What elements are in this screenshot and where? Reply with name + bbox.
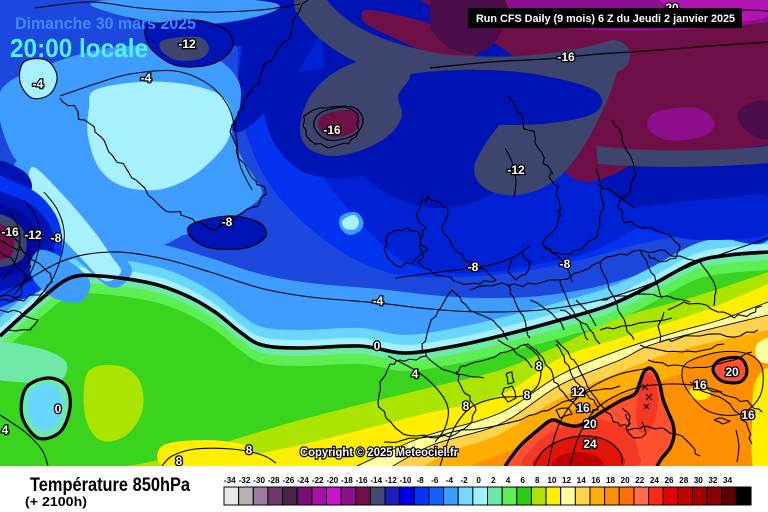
svg-text:0: 0 — [55, 402, 62, 416]
svg-text:-6: -6 — [431, 476, 439, 485]
svg-text:20: 20 — [725, 365, 739, 379]
svg-text:28: 28 — [679, 476, 689, 485]
svg-text:-4: -4 — [446, 476, 454, 485]
svg-text:32: 32 — [708, 476, 718, 485]
svg-text:14: 14 — [577, 476, 587, 485]
svg-text:18: 18 — [606, 476, 616, 485]
svg-text:-16: -16 — [356, 476, 368, 485]
svg-text:-20: -20 — [326, 476, 338, 485]
svg-text:-30: -30 — [253, 476, 265, 485]
svg-text:-22: -22 — [312, 476, 324, 485]
svg-text:24: 24 — [583, 437, 597, 451]
svg-text:-4: -4 — [373, 294, 384, 308]
svg-text:-2: -2 — [460, 476, 468, 485]
svg-text:20: 20 — [583, 417, 597, 431]
svg-text:6: 6 — [520, 476, 525, 485]
svg-text:-16: -16 — [1, 225, 19, 239]
svg-text:Run CFS Daily (9 mois) 6 Z du: Run CFS Daily (9 mois) 6 Z du Jeudi 2 ja… — [476, 13, 735, 25]
svg-text:-12: -12 — [507, 163, 525, 177]
svg-text:8: 8 — [246, 443, 253, 457]
svg-text:8: 8 — [524, 388, 531, 402]
svg-text:(+ 2100h): (+ 2100h) — [25, 495, 87, 509]
svg-text:-12: -12 — [24, 228, 42, 242]
svg-text:-8: -8 — [468, 260, 479, 274]
svg-text:-26: -26 — [282, 476, 294, 485]
svg-text:26: 26 — [664, 476, 674, 485]
svg-text:-8: -8 — [416, 476, 424, 485]
svg-text:4: 4 — [412, 367, 419, 381]
svg-text:-32: -32 — [239, 476, 251, 485]
svg-text:12: 12 — [571, 385, 585, 399]
svg-text:4: 4 — [2, 423, 9, 437]
svg-text:4: 4 — [506, 476, 511, 485]
svg-text:16: 16 — [576, 401, 590, 415]
svg-text:8: 8 — [535, 476, 540, 485]
svg-text:0: 0 — [476, 476, 481, 485]
svg-text:-14: -14 — [370, 476, 382, 485]
svg-text:Copyright © 2025 Meteociel.fr: Copyright © 2025 Meteociel.fr — [300, 445, 458, 459]
svg-text:-10: -10 — [400, 476, 412, 485]
svg-text:-16: -16 — [323, 123, 341, 137]
svg-text:10: 10 — [547, 476, 557, 485]
svg-text:-4: -4 — [33, 77, 44, 91]
svg-text:Dimanche 30 mars 2025: Dimanche 30 mars 2025 — [15, 15, 196, 33]
svg-text:16: 16 — [741, 408, 755, 422]
svg-text:0: 0 — [374, 339, 381, 353]
svg-text:16: 16 — [591, 476, 601, 485]
svg-text:20:00 locale: 20:00 locale — [10, 33, 148, 63]
svg-text:-8: -8 — [222, 215, 233, 229]
svg-text:12: 12 — [562, 476, 572, 485]
svg-text:20: 20 — [621, 476, 631, 485]
svg-text:-8: -8 — [560, 257, 571, 271]
svg-text:22: 22 — [635, 476, 645, 485]
svg-text:34: 34 — [723, 476, 733, 485]
svg-text:-34: -34 — [224, 476, 236, 485]
svg-text:-28: -28 — [268, 476, 280, 485]
svg-text:-12: -12 — [385, 476, 397, 485]
svg-text:24: 24 — [650, 476, 660, 485]
svg-text:8: 8 — [176, 454, 183, 468]
svg-text:-12: -12 — [178, 37, 196, 51]
svg-text:8: 8 — [536, 359, 543, 373]
svg-text:2: 2 — [491, 476, 496, 485]
svg-text:-8: -8 — [51, 231, 62, 245]
svg-text:-18: -18 — [341, 476, 353, 485]
svg-text:-24: -24 — [297, 476, 309, 485]
svg-text:-4: -4 — [141, 71, 152, 85]
svg-text:8: 8 — [463, 399, 470, 413]
svg-text:-16: -16 — [557, 50, 575, 64]
svg-text:30: 30 — [694, 476, 704, 485]
svg-text:16: 16 — [693, 378, 707, 392]
svg-text:Température 850hPa: Température 850hPa — [30, 475, 190, 496]
